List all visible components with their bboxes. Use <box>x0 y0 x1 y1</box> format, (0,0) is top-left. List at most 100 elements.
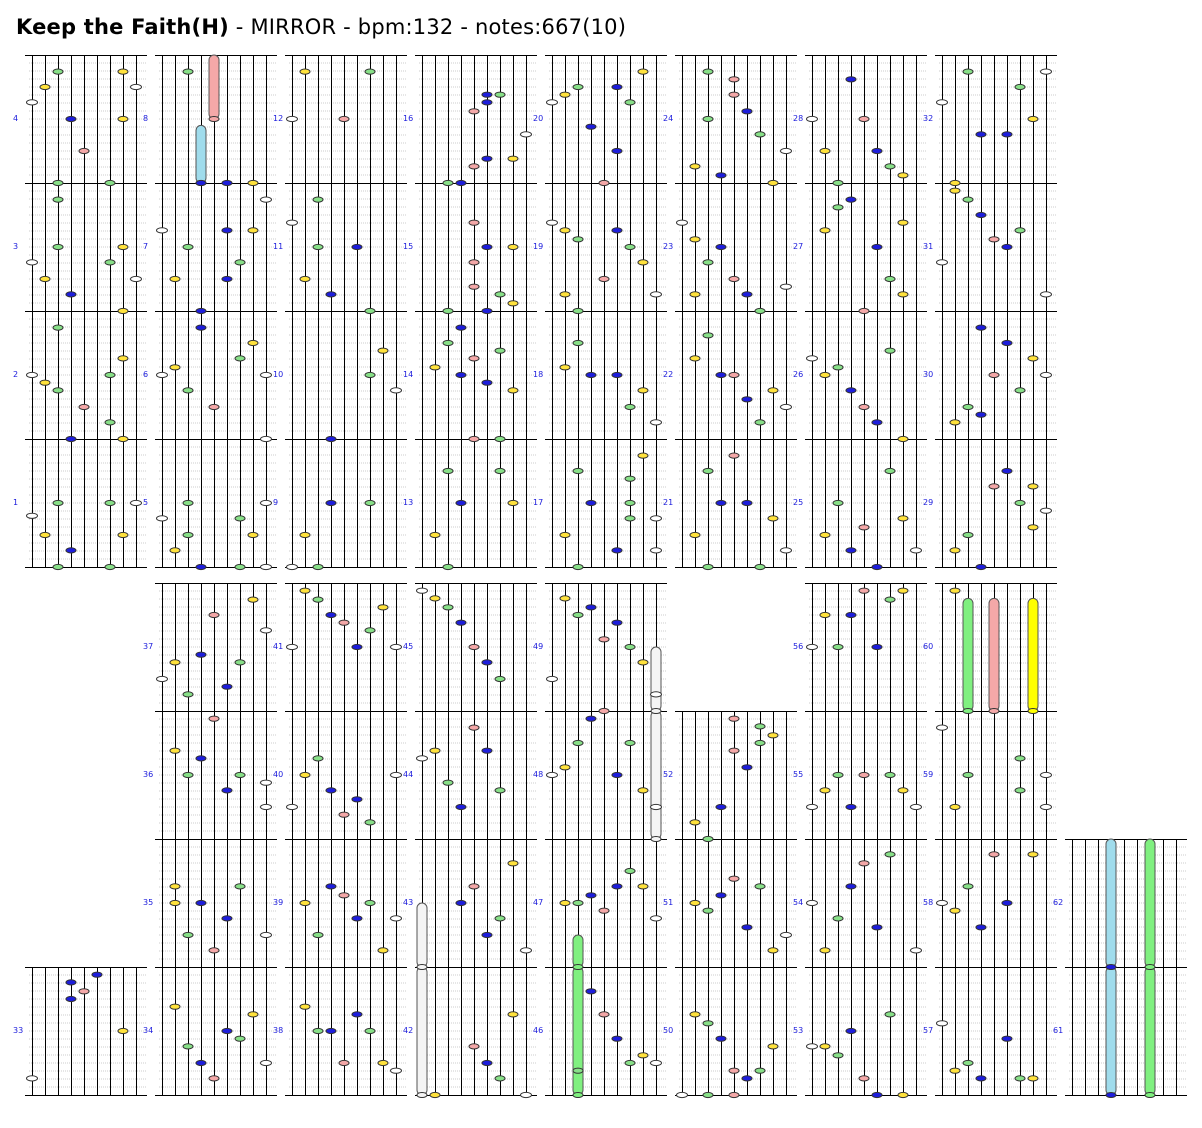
note-blue <box>715 1035 727 1042</box>
note-white <box>1040 371 1052 379</box>
note-yellow <box>949 587 961 594</box>
note-green <box>104 419 116 426</box>
hold-end-note <box>962 708 974 714</box>
note-yellow <box>819 371 831 379</box>
hold-end-note <box>416 1092 428 1098</box>
note-pink <box>468 1043 480 1050</box>
note-blue <box>91 971 103 978</box>
note-green <box>1014 1075 1026 1082</box>
note-blue <box>611 547 623 554</box>
note-green <box>1014 787 1026 794</box>
measure-number: 48 <box>533 770 543 779</box>
note-white <box>806 899 818 907</box>
note-yellow <box>897 219 909 226</box>
measure-number: 23 <box>663 242 673 251</box>
note-pink <box>988 236 1000 243</box>
note-green <box>494 1075 506 1082</box>
note-yellow <box>1027 483 1039 490</box>
note-green <box>624 475 636 482</box>
note-yellow <box>169 883 181 890</box>
note-pink <box>728 1067 740 1074</box>
note-white <box>546 99 558 106</box>
note-green <box>884 851 896 858</box>
measure-number: 18 <box>533 370 543 379</box>
hold-end-note <box>1144 1092 1156 1098</box>
note-blue <box>611 1035 623 1042</box>
note-blue <box>975 924 987 931</box>
note-pink <box>598 707 610 715</box>
note-white <box>26 371 38 379</box>
note-white <box>1040 507 1052 514</box>
note-pink <box>728 452 740 459</box>
note-green <box>182 771 194 779</box>
note-white <box>676 219 688 226</box>
note-pink <box>598 275 610 283</box>
note-yellow <box>299 531 311 539</box>
note-white <box>780 931 792 939</box>
note-green <box>624 515 636 522</box>
hold-note <box>208 54 220 120</box>
note-yellow <box>117 307 129 315</box>
note-green <box>182 243 194 251</box>
note-white <box>260 499 272 507</box>
note-green <box>572 467 584 475</box>
note-green <box>572 611 584 619</box>
hold-end-note <box>572 964 584 970</box>
note-white <box>26 512 38 519</box>
note-green <box>494 435 506 443</box>
measure-number: 15 <box>403 242 413 251</box>
note-pink <box>338 1059 350 1067</box>
note-blue <box>741 499 753 507</box>
chart-details: - MIRROR - bpm:132 - notes:667(10) <box>228 15 627 39</box>
note-white <box>780 283 792 290</box>
note-yellow <box>429 595 441 602</box>
note-green <box>884 347 896 354</box>
note-pink <box>338 892 350 899</box>
note-white <box>936 259 948 266</box>
note-green <box>182 499 194 507</box>
note-blue <box>65 435 77 443</box>
note-blue <box>195 1059 207 1067</box>
note-blue <box>195 179 207 187</box>
measure-number: 45 <box>403 642 413 651</box>
note-yellow <box>819 227 831 234</box>
note-pink <box>208 715 220 722</box>
note-yellow <box>897 515 909 522</box>
note-green <box>494 467 506 475</box>
note-white <box>936 899 948 907</box>
note-yellow <box>39 379 51 386</box>
note-pink <box>728 875 740 882</box>
note-green <box>364 819 376 826</box>
note-green <box>234 659 246 666</box>
note-blue <box>221 275 233 283</box>
note-white <box>806 355 818 362</box>
note-green <box>182 931 194 939</box>
note-yellow <box>559 531 571 539</box>
note-pink <box>598 907 610 914</box>
note-yellow <box>247 227 259 234</box>
note-green <box>624 867 636 875</box>
note-white <box>260 931 272 939</box>
measure-number: 59 <box>923 770 933 779</box>
note-green <box>182 1043 194 1050</box>
note-green <box>884 275 896 283</box>
note-blue <box>325 499 337 507</box>
note-green <box>962 403 974 411</box>
note-blue <box>1001 339 1013 347</box>
note-blue <box>871 1091 883 1099</box>
note-green <box>234 771 246 779</box>
note-blue <box>611 371 623 379</box>
note-blue <box>585 371 597 379</box>
note-yellow <box>949 907 961 914</box>
note-yellow <box>819 147 831 155</box>
note-pink <box>468 883 480 890</box>
note-yellow <box>429 531 441 539</box>
note-white <box>676 1091 688 1099</box>
measure-number: 52 <box>663 770 673 779</box>
note-green <box>52 387 64 394</box>
note-green <box>754 723 766 730</box>
note-green <box>572 739 584 747</box>
note-yellow <box>637 452 649 459</box>
note-green <box>494 347 506 354</box>
hold-end-note <box>988 708 1000 714</box>
